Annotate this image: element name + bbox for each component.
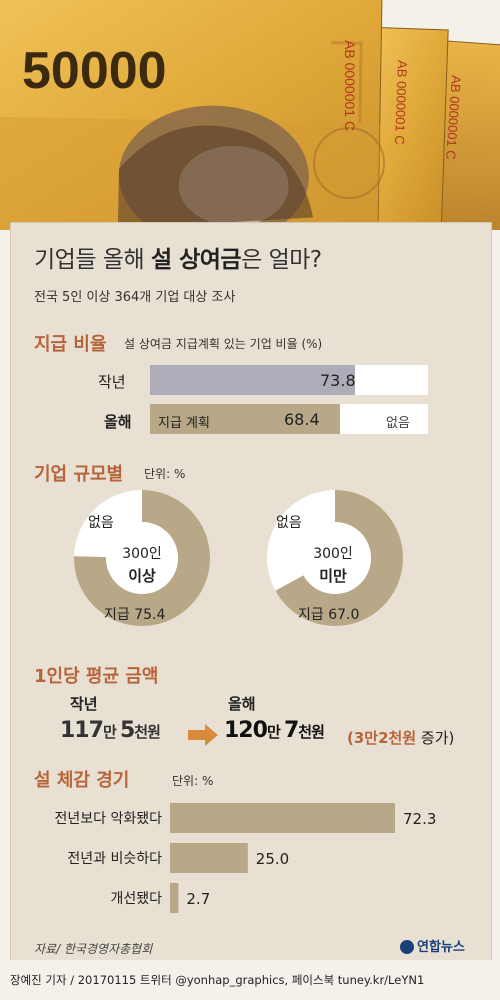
ratio-bar-this-year (150, 404, 341, 434)
donut-under-300 (267, 490, 403, 626)
donut-size-bottom: 이상 (128, 567, 156, 585)
serial-number-3: AB 0000001 C (443, 75, 464, 160)
chart-title: 설 체감 경기 (34, 770, 130, 791)
ratio-bar-last-year (150, 365, 356, 395)
ratio-rest-label: 없음 (386, 416, 410, 431)
donut-slice-none (267, 490, 335, 591)
survey-subtitle: 전국 5인 이상 364개 기업 대상 조사 (34, 290, 236, 305)
donut-charts (73, 490, 403, 626)
avg-increase: (3만2천원 증가) (347, 729, 455, 747)
donut-slice-paid (73, 490, 210, 626)
donut2-size-top: 300인 (313, 546, 353, 562)
ratio-row-label-this-year: 올해 (104, 413, 132, 431)
avg-this-year-label: 올해 (228, 695, 256, 713)
byline: 장예진 기자 / 20170115 트위터 @yonhap_graphics, … (10, 973, 425, 987)
donut2-size-bottom: 미만 (319, 567, 347, 585)
serial-number-2: AB 0000001 C (392, 60, 410, 145)
bar (170, 883, 179, 913)
bar (170, 803, 395, 833)
ratio-row-label: 작년 (98, 373, 126, 391)
banknote-value: 50000 (22, 42, 167, 100)
bar-value-label: 72.3 (403, 810, 436, 828)
serial-number: AB 0000001 C (342, 40, 358, 131)
donut-hole (106, 522, 178, 594)
bar-value-label: 2.7 (186, 890, 210, 908)
donut2-none-label: 없음 (276, 515, 302, 531)
donut2-paid-label: 지급 67.0 (298, 607, 360, 623)
ratio-value-last-year: 73.8 (320, 371, 356, 390)
logo-mark-icon (400, 939, 414, 954)
bar-category-label: 전년보다 악화됐다 (55, 811, 163, 827)
size-unit: 단위: % (144, 467, 186, 481)
donut-hole (299, 522, 371, 594)
ratio-description: 설 상여금 지급계획 있는 기업 비율 (%) (124, 337, 323, 351)
footer (0, 960, 500, 1000)
chart-unit: 단위: % (172, 774, 214, 788)
bar (170, 843, 248, 873)
donut-none-label: 없음 (88, 515, 114, 531)
sentiment-bar-chart: 전년보다 악화됐다 72.3 전년과 비슷하다 25.0 개선됐다 2.7 (55, 803, 436, 913)
ratio-value-this-year: 68.4 (284, 410, 320, 429)
banknote-illustration: 50000 AB 0000001 C AB 0000001 C AB 00000… (0, 0, 500, 230)
avg-this-year-amount: 120만 7천원 (224, 718, 325, 743)
ratio-heading: 지급 비율 (34, 334, 107, 355)
bar-category-label: 개선됐다 (110, 891, 162, 907)
bar-value-label: 25.0 (256, 850, 289, 868)
donut-slice-none (74, 490, 142, 558)
avg-last-year-label: 작년 (70, 695, 98, 713)
arrow-icon (188, 724, 218, 746)
donut-slice-paid (275, 490, 403, 626)
donut-paid-label: 지급 75.4 (104, 607, 166, 623)
donut-size-top: 300인 (122, 546, 162, 562)
size-heading: 기업 규모별 (34, 464, 124, 485)
avg-last-year-amount: 117만 5천원 (60, 718, 161, 743)
ratio-inner-label: 지급 계획 (158, 416, 210, 431)
page-title: 기업들 올해 설 상여금은 얼마? (34, 247, 322, 273)
ratio-track-last-year: 73.8 (150, 365, 428, 395)
source-credit: 자료/ 한국경영자총협회 (34, 942, 153, 956)
donut-300-plus (73, 490, 210, 626)
avg-heading: 1인당 평균 금액 (34, 666, 159, 687)
yonhap-logo: 연합뉴스 (400, 936, 465, 955)
ratio-track-this-year: 지급 계획 68.4 없음 (150, 404, 428, 434)
bar-category-label: 전년과 비슷하다 (67, 851, 162, 867)
